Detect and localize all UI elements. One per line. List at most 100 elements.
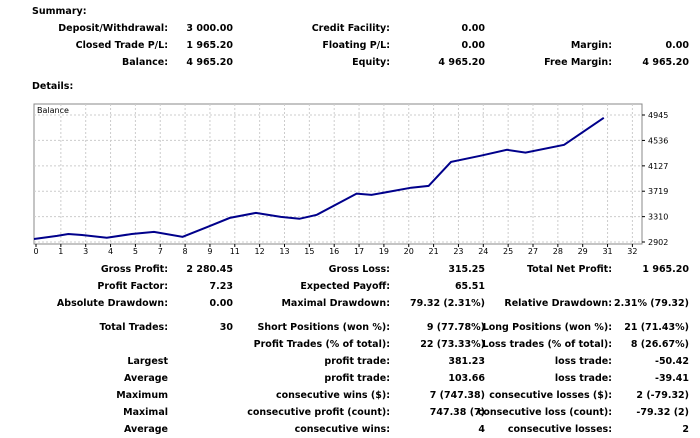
summary-value: 4 965.20 (642, 57, 689, 68)
details-value: 30 (219, 322, 233, 333)
y-tick-label: 2902 (648, 238, 668, 247)
summary-value: 0.00 (461, 40, 485, 51)
details-label: consecutive profit (count): (247, 407, 390, 418)
summary-value: 0.00 (665, 40, 689, 51)
details-label: Relative Drawdown: (504, 298, 612, 309)
x-tick-label: 21 (429, 247, 439, 256)
details-title: Details: (32, 81, 74, 92)
details-value: 103.66 (448, 373, 485, 384)
details-value: 2 280.45 (186, 264, 233, 275)
details-label: Maximal (123, 407, 168, 418)
x-tick-label: 3 (83, 247, 88, 256)
summary-value: 0.00 (461, 23, 485, 34)
details-label: consecutive wins: (294, 424, 390, 435)
summary-title: Summary: (32, 6, 87, 17)
details-value: 747.38 (7) (429, 407, 485, 418)
x-tick-label: 1 (58, 247, 63, 256)
summary-value: 4 965.20 (186, 57, 233, 68)
x-tick-label: 11 (230, 247, 240, 256)
details-value: 65.51 (454, 281, 485, 292)
y-tick-label: 3719 (648, 187, 668, 196)
details-value: -39.41 (655, 373, 689, 384)
details-label: loss trade: (554, 356, 612, 367)
x-tick-label: 31 (602, 247, 612, 256)
y-tick-label: 4127 (648, 162, 668, 171)
y-tick-label: 4536 (648, 136, 668, 145)
details-label: consecutive loss (count): (477, 407, 612, 418)
details-value: 2 (-79.32) (636, 390, 689, 401)
details-label: Total Net Profit: (526, 264, 612, 275)
details-label: Loss trades (% of total): (482, 339, 612, 350)
balance-chart: 0 1 3 4 5 7 8 9 11 12 13 15 16 17 19 20 21 23 24 25 27 28 29 31… (33, 103, 668, 256)
x-tick-label: 28 (553, 247, 563, 256)
summary-value: 3 000.00 (186, 23, 233, 34)
details-value: 8 (26.67%) (630, 339, 689, 350)
x-tick-label: 12 (255, 247, 265, 256)
summary-label: Free Margin: (544, 57, 612, 68)
details-value: 22 (73.33%) (420, 339, 485, 350)
details-value: 4 (478, 424, 485, 435)
x-tick-label: 16 (329, 247, 339, 256)
x-tick-label: 20 (404, 247, 414, 256)
details-value: -50.42 (655, 356, 689, 367)
summary-label: Credit Facility: (311, 23, 390, 34)
summary-value: 4 965.20 (438, 57, 485, 68)
x-tick-label: 23 (453, 247, 463, 256)
chart-title: Balance (37, 106, 69, 115)
x-tick-label: 24 (478, 247, 488, 256)
details-value: 21 (71.43%) (624, 322, 689, 333)
summary-label: Balance: (122, 57, 168, 68)
summary-label: Closed Trade P/L: (75, 40, 168, 51)
x-tick-label: 27 (528, 247, 538, 256)
details-value: -79.32 (2) (636, 407, 689, 418)
details-value: 0.00 (209, 298, 233, 309)
details-label: Maximal Drawdown: (281, 298, 390, 309)
details-value: 9 (77.78%) (426, 322, 485, 333)
details-label: Absolute Drawdown: (56, 298, 168, 309)
balance-line (33, 116, 605, 240)
x-tick-label: 5 (133, 247, 138, 256)
details-value: 2.31% (79.32) (614, 298, 689, 309)
x-tick-label: 13 (279, 247, 289, 256)
details-label: Maximum (116, 390, 168, 401)
details-label: consecutive losses ($): (489, 390, 612, 401)
y-tick-label: 4945 (648, 111, 668, 120)
details-label: Short Positions (won %): (257, 322, 391, 333)
details-label: profit trade: (324, 356, 390, 367)
x-tick-label: 19 (379, 247, 389, 256)
details-label: Average (124, 373, 168, 384)
x-tick-label: 4 (108, 247, 113, 256)
details-value: 381.23 (448, 356, 485, 367)
x-tick-label: 9 (207, 247, 212, 256)
details-value: 7 (747.38) (429, 390, 485, 401)
details-label: Gross Profit: (100, 264, 168, 275)
details-label: Expected Payoff: (300, 281, 390, 292)
details-label: consecutive wins ($): (275, 390, 390, 401)
details-value: 2 (682, 424, 689, 435)
summary-label: Floating P/L: (322, 40, 390, 51)
details-value: 7.23 (209, 281, 233, 292)
details-value: 1 965.20 (642, 264, 689, 275)
x-tick-label: 17 (354, 247, 364, 256)
x-tick-label: 29 (578, 247, 588, 256)
summary-label: Equity: (352, 57, 390, 68)
chart-frame (33, 103, 643, 245)
x-tick-label: 25 (503, 247, 513, 256)
details-label: Profit Factor: (97, 281, 168, 292)
details-label: Largest (127, 356, 168, 367)
details-label: loss trade: (554, 373, 612, 384)
x-tick-label: 7 (158, 247, 163, 256)
details-label: consecutive losses: (507, 424, 612, 435)
details-value: 315.25 (448, 264, 485, 275)
details-label: Long Positions (won %): (482, 322, 612, 333)
x-tick-label: 15 (304, 247, 314, 256)
summary-value: 1 965.20 (186, 40, 233, 51)
summary-label: Margin: (570, 40, 612, 51)
y-tick-label: 3310 (648, 213, 668, 222)
details-label: Gross Loss: (328, 264, 390, 275)
details-label: Profit Trades (% of total): (253, 339, 390, 350)
summary-label: Deposit/Withdrawal: (58, 23, 168, 34)
x-tick-label: 0 (33, 247, 38, 256)
x-tick-label: 32 (627, 247, 637, 256)
details-label: Total Trades: (99, 322, 169, 333)
